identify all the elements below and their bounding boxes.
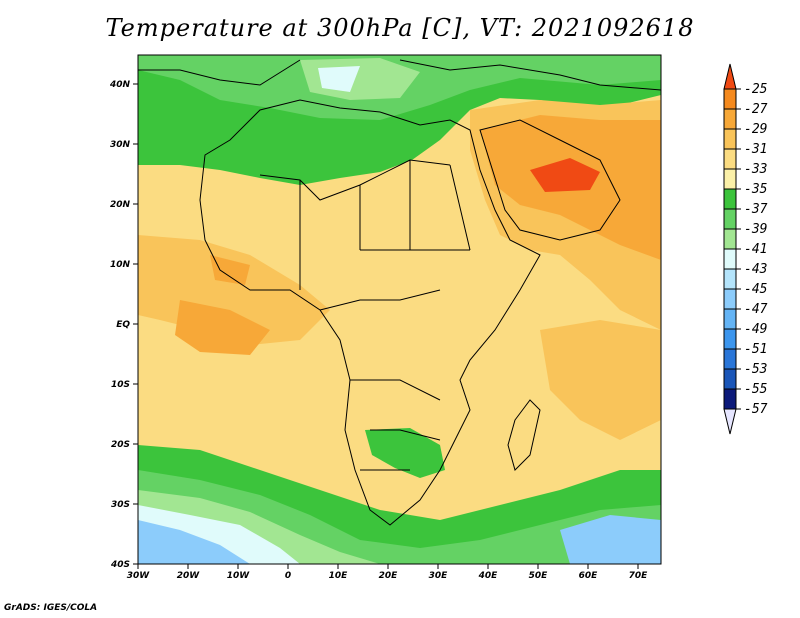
field-south-blue [138,520,250,564]
field-arabia-max [530,158,600,192]
longitude-axis: 30W 20W 10W 0 10E 20E 30E 40E 50E 60E 70… [127,564,648,581]
colorbar-cap-top [723,63,737,90]
colorbar-label-m39: -39 [744,222,767,237]
colorbar-swatch-5 [723,168,737,190]
field-indian-orange [540,320,661,440]
colorbar-label-m57: -57 [744,402,768,417]
colorbar-label-m55: -55 [744,382,768,397]
lon-label-70e: 70E [629,571,649,581]
colorbar-label-m35: -35 [744,182,768,197]
interior-borders [259,159,471,471]
lat-label-30n: 30N [110,140,131,150]
colorbar: -25 -27 -29 -31 -33 -35 -37 -39 -41 -43 … [723,63,768,435]
lon-label-30e: 30E [429,571,449,581]
lon-label-60e: 60E [579,571,599,581]
field-westafrica-orange2 [175,300,270,355]
temperature-field [138,55,661,564]
lat-label-10s: 10S [111,380,130,390]
colorbar-swatch-8 [723,228,737,250]
colorbar-swatch-15 [723,368,737,390]
colorbar-label-m33: -33 [744,162,767,177]
lat-label-20n: 20N [110,200,131,210]
field-med-cyan [318,66,360,92]
country-boundaries [138,59,661,526]
lat-label-30s: 30S [111,500,130,510]
lon-label-50e: 50E [529,571,549,581]
map-title: Temperature at 300hPa [C], VT: 202109261… [105,14,695,42]
colorbar-label-m37: -37 [744,202,768,217]
madagascar-outline [507,399,541,471]
lon-label-20e: 20E [379,571,399,581]
plot-frame [137,54,662,565]
field-kalahari-green [365,428,445,478]
field-guinea-orange [210,255,250,285]
lon-label-30w: 30W [127,571,151,581]
colorbar-swatch-12 [723,308,737,330]
colorbar-swatch-10 [723,268,737,290]
lon-label-10e: 10E [329,571,349,581]
lat-label-40s: 40S [110,560,130,570]
colorbar-swatch-6 [723,188,737,210]
colorbar-swatch-16 [723,388,737,410]
colorbar-label-m51: -51 [744,342,767,357]
colorbar-label-m49: -49 [744,322,767,337]
lon-label-10w: 10W [227,571,251,581]
lat-label-40n: 40N [109,80,131,90]
africa-outline [199,99,541,526]
lon-label-20w: 20W [177,571,201,581]
colorbar-label-m31: -31 [744,142,767,157]
europe-coast [138,59,661,91]
colorbar-swatch-7 [723,208,737,230]
lon-label-40e: 40E [478,571,499,581]
colorbar-label-m29: -29 [744,122,767,137]
lat-label-20s: 20S [111,440,130,450]
colorbar-label-m43: -43 [744,262,767,277]
lat-label-eq: EQ [116,320,130,330]
colorbar-swatch-9 [723,248,737,270]
colorbar-swatch-3 [723,128,737,150]
lat-label-10n: 10N [110,260,131,270]
lon-label-0: 0 [285,571,291,581]
latitude-axis: 40N 30N 20N 10N EQ 10S 20S 30S 40S [109,80,138,570]
colorbar-swatch-1 [723,88,737,110]
colorbar-label-m53: -53 [744,362,767,377]
colorbar-swatch-4 [723,148,737,170]
field-southeast-blue [560,515,661,564]
colorbar-swatch-2 [723,108,737,130]
colorbar-label-m25: -25 [744,82,768,97]
colorbar-label-m27: -27 [744,102,768,117]
colorbar-label-m41: -41 [744,242,767,257]
colorbar-label-m47: -47 [744,302,768,317]
colorbar-label-m45: -45 [744,282,768,297]
colorbar-swatch-13 [723,328,737,350]
colorbar-cap-bottom [723,408,737,435]
arabia-outline [479,119,621,241]
colorbar-swatch-11 [723,288,737,310]
grads-credit: GrADS: IGES/COLA [4,603,98,613]
colorbar-swatch-14 [723,348,737,370]
